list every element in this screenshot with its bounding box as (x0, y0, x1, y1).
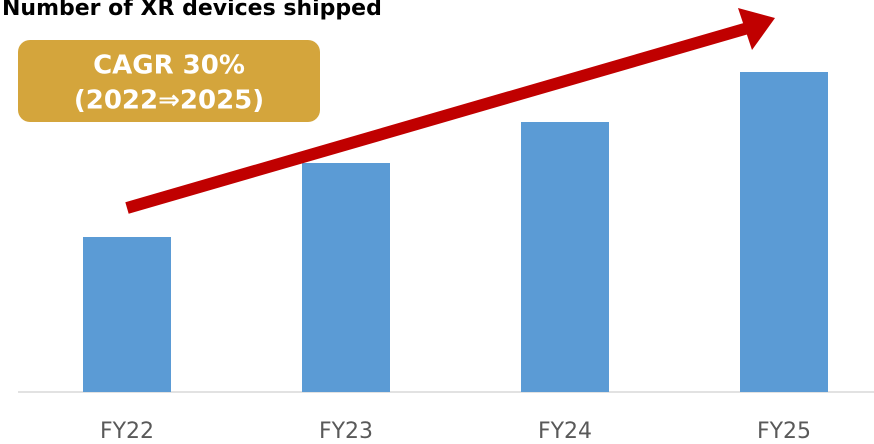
x-tick-label: FY24 (538, 419, 592, 444)
annotation-box (18, 40, 320, 122)
annotation: CAGR 30% (93, 51, 245, 81)
annotation: (2022⇒2025) (74, 86, 264, 116)
bar (302, 163, 390, 392)
x-tick-label: FY23 (319, 419, 373, 444)
bar (521, 122, 609, 392)
trend-arrowhead (738, 8, 775, 50)
chart-title: Number of XR devices shipped (2, 0, 382, 21)
trend-arrow (125, 22, 750, 214)
x-tick-label: FY22 (100, 419, 154, 444)
bar (740, 72, 828, 392)
bar (83, 237, 171, 392)
x-tick-label: FY25 (757, 419, 811, 444)
